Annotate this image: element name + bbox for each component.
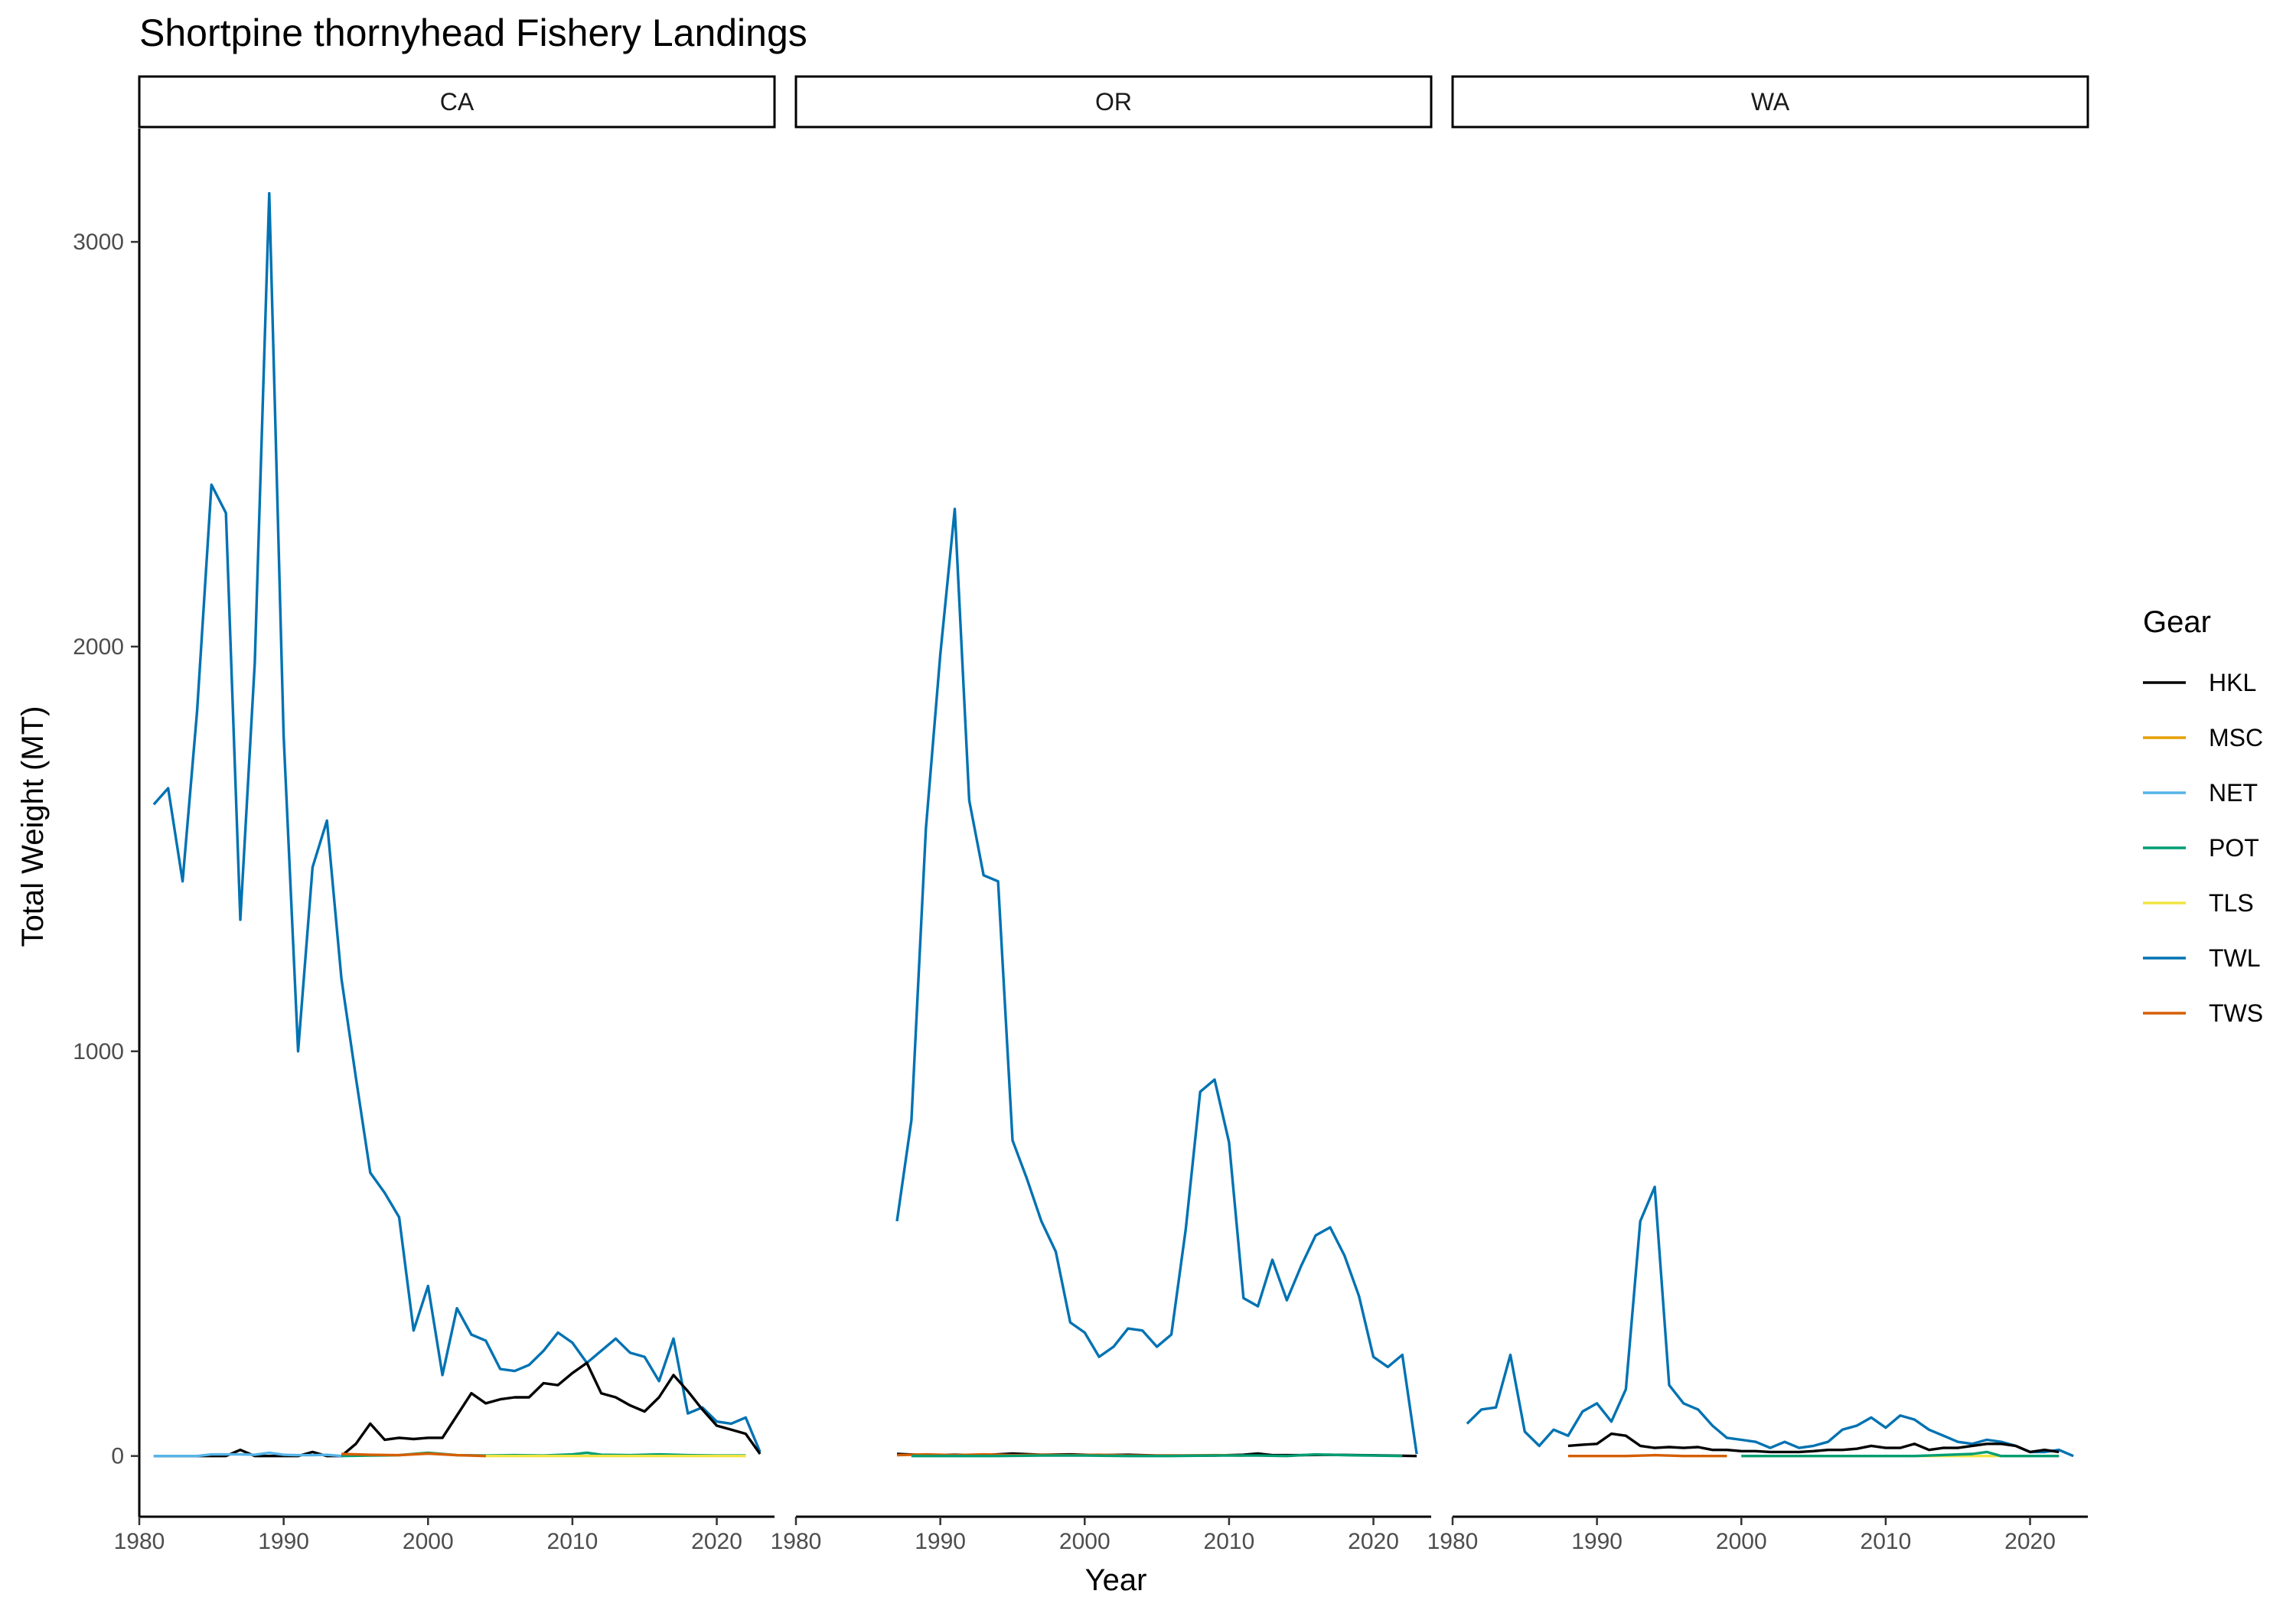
x-tick-label: 1980 xyxy=(114,1529,165,1554)
y-tick-label: 1000 xyxy=(73,1039,124,1064)
series-line-ca-twl xyxy=(152,191,762,1453)
legend-label: MSC xyxy=(2209,724,2263,751)
x-axis-title: Year xyxy=(1085,1563,1147,1597)
legend-entry-msc: MSC xyxy=(2143,724,2263,751)
x-tick-label: 1990 xyxy=(915,1529,966,1554)
y-axis-title: Total Weight (MT) xyxy=(16,706,50,947)
series-line-or-pot xyxy=(911,1452,1403,1458)
series-line-wa-twl xyxy=(1466,1185,2074,1458)
strip-label: CA xyxy=(440,88,475,116)
x-tick-label: 2020 xyxy=(2004,1529,2056,1554)
series-line-ca-net xyxy=(153,1451,342,1458)
legend-label: POT xyxy=(2209,834,2259,862)
y-tick-label: 0 xyxy=(111,1444,124,1469)
series-line-wa-tws xyxy=(1567,1453,1727,1458)
legend-entry-tls: TLS xyxy=(2143,889,2254,917)
y-tick-label: 2000 xyxy=(73,634,124,660)
series-line-ca-hkl xyxy=(153,1361,762,1458)
legend-label: HKL xyxy=(2209,669,2256,696)
x-tick-label: 1980 xyxy=(771,1529,822,1554)
legend-entry-pot: POT xyxy=(2143,834,2259,862)
strip-label: WA xyxy=(1751,88,1790,116)
legend-entry-tws: TWS xyxy=(2143,999,2263,1027)
x-tick-label: 2000 xyxy=(403,1529,454,1554)
panel-ca: CA 1980 1990 2000 2010 2020 0 1000 2000 3000 xyxy=(73,75,776,1554)
panel-wa: WA 1980 1990 2000 2010 2020 xyxy=(1427,75,2089,1554)
series-line-ca-tws xyxy=(341,1452,486,1458)
series-line-or-twl xyxy=(895,507,1418,1455)
x-tick-label: 2010 xyxy=(1204,1529,1255,1554)
x-tick-label: 2020 xyxy=(691,1529,742,1554)
legend-label: TWS xyxy=(2209,999,2263,1027)
chart-title: Shortpine thornyhead Fishery Landings xyxy=(139,11,807,54)
legend-entry-net: NET xyxy=(2143,779,2258,807)
legend-title: Gear xyxy=(2143,605,2211,639)
legend-entry-hkl: HKL xyxy=(2143,669,2256,696)
x-tick-label: 2000 xyxy=(1059,1529,1110,1554)
x-tick-label: 1990 xyxy=(258,1529,309,1554)
strip-ca xyxy=(138,75,776,129)
legend-label: TWL xyxy=(2209,944,2261,972)
strip-or xyxy=(794,75,1433,129)
strip-label: OR xyxy=(1095,88,1132,116)
x-tick-label: 2000 xyxy=(1716,1529,1767,1554)
x-tick-label: 1990 xyxy=(1571,1529,1623,1554)
panel-or: OR 1980 1990 2000 2010 2020 xyxy=(771,75,1433,1554)
y-tick-label: 3000 xyxy=(73,230,124,255)
legend: Gear HKL MSC NET POT TLS TWL TWS xyxy=(2143,605,2263,1027)
series-line-wa-pot xyxy=(1741,1450,2060,1458)
x-tick-label: 2020 xyxy=(1348,1529,1399,1554)
legend-entry-twl: TWL xyxy=(2143,944,2261,972)
legend-label: NET xyxy=(2209,779,2258,807)
x-tick-label: 2010 xyxy=(1861,1529,1912,1554)
x-tick-label: 1980 xyxy=(1427,1529,1479,1554)
legend-label: TLS xyxy=(2209,889,2254,917)
x-tick-label: 2010 xyxy=(547,1529,598,1554)
strip-wa xyxy=(1451,75,2089,129)
series-line-wa-hkl xyxy=(1567,1432,2060,1454)
facet-panels: CA 1980 1990 2000 2010 2020 0 1000 2000 3000 OR 198… xyxy=(73,75,2089,1554)
